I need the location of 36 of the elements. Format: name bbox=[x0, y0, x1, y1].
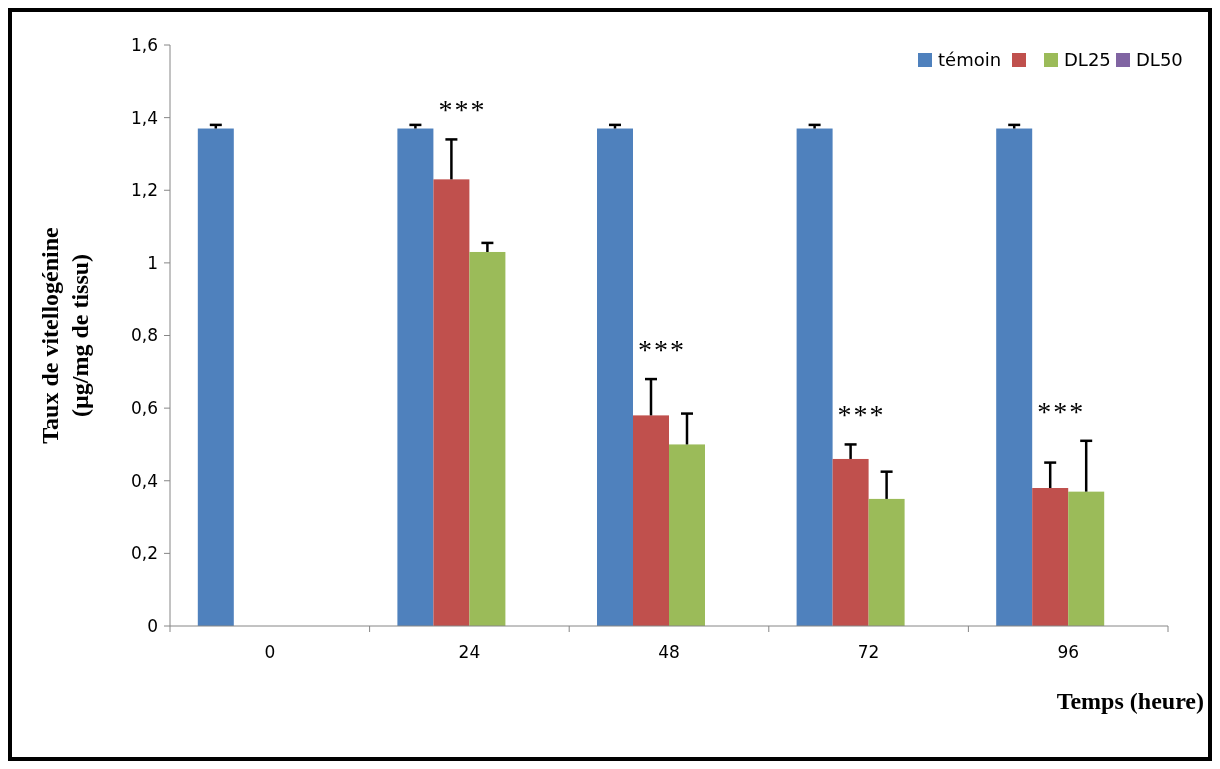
y-tick-label: 1,2 bbox=[130, 180, 158, 201]
x-tick-label: 24 bbox=[458, 642, 481, 662]
y-tick-label: 1 bbox=[147, 252, 158, 273]
annotation: *** bbox=[1037, 395, 1086, 427]
x-axis-title: Temps (heure) bbox=[1056, 688, 1204, 714]
x-tick-label: 96 bbox=[1057, 642, 1080, 662]
y-axis-title: Taux de vitellogénine (µg/mg de tissu) bbox=[37, 226, 93, 444]
bar bbox=[669, 444, 705, 626]
x-tick-label: 48 bbox=[658, 642, 680, 662]
bar bbox=[1068, 491, 1105, 626]
annotation: *** bbox=[837, 399, 886, 431]
annotation: *** bbox=[438, 94, 487, 126]
y-tick-label: 0,4 bbox=[130, 470, 158, 491]
legend-label: témoin bbox=[938, 49, 1002, 71]
bar bbox=[597, 128, 633, 626]
bar bbox=[469, 251, 506, 626]
annotation: *** bbox=[638, 333, 686, 365]
y-tick-label: 1,4 bbox=[130, 107, 158, 128]
y-tick-label: 0,8 bbox=[130, 325, 158, 346]
bar bbox=[832, 458, 869, 626]
bar bbox=[868, 498, 905, 626]
legend-label: DL25 bbox=[1064, 49, 1111, 71]
y-tick-label: 0,6 bbox=[130, 398, 158, 419]
y-tick-label: 0,2 bbox=[130, 543, 158, 564]
y-tick-label: 0 bbox=[147, 615, 158, 636]
legend-label: DL50 bbox=[1136, 49, 1183, 71]
x-tick-label: 72 bbox=[857, 642, 880, 662]
bar bbox=[197, 128, 234, 626]
bar bbox=[796, 128, 833, 626]
bar bbox=[397, 128, 434, 626]
bar bbox=[433, 179, 470, 626]
bar bbox=[633, 415, 669, 626]
bar bbox=[996, 128, 1033, 626]
bar bbox=[1032, 488, 1069, 626]
x-tick-label: 0 bbox=[264, 642, 276, 662]
y-tick-label: 1,6 bbox=[130, 34, 158, 55]
